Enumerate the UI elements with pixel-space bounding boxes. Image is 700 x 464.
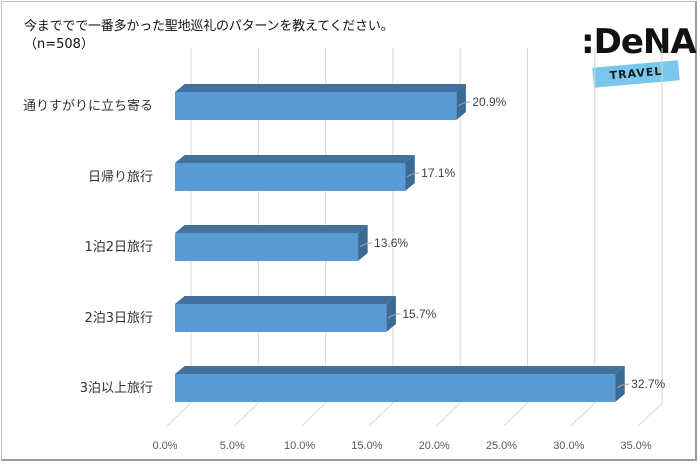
value-label: 13.6% — [374, 236, 408, 250]
category-label: 3泊以上旅行 — [80, 381, 153, 396]
x-tick-label: 25.0% — [486, 440, 517, 452]
x-tick-label: 15.0% — [351, 440, 382, 452]
value-label: 32.7% — [631, 377, 665, 391]
floor-gridline — [233, 402, 259, 427]
x-axis-ticks: 0.0% 5.0% 10.0% 15.0% 20.0% 25.0% 30.0% 35.0% — [152, 440, 651, 452]
category-label: 日帰り旅行 — [88, 169, 153, 185]
category-label: 通りすがりに立ち寄る — [23, 98, 153, 114]
bar: 13.6% — [175, 225, 408, 261]
x-tick-label: 35.0% — [620, 440, 651, 452]
floor-gridline — [435, 402, 461, 427]
floor-gridline — [570, 402, 596, 427]
value-label: 17.1% — [421, 166, 455, 180]
bar: 32.7% — [175, 366, 665, 402]
bar: 15.7% — [175, 296, 437, 332]
bar: 17.1% — [175, 155, 456, 191]
bar: 20.9% — [175, 84, 507, 120]
x-tick-label: 20.0% — [419, 440, 450, 452]
floor-gridline — [301, 402, 326, 427]
chart-title: 今まででで一番多かった聖地巡礼のパターンを教えてください。 — [24, 19, 394, 34]
value-label: 15.7% — [402, 307, 436, 321]
x-tick-label: 30.0% — [553, 440, 584, 452]
category-label: 2泊3日旅行 — [84, 311, 153, 326]
value-label: 20.9% — [472, 95, 506, 109]
category-label: 1泊2日旅行 — [84, 240, 153, 255]
floor-gridline — [503, 402, 528, 427]
x-tick-label: 5.0% — [220, 440, 245, 452]
x-tick-label: 0.0% — [152, 440, 177, 452]
logo-brand: :DeNA — [581, 22, 697, 62]
bars: 20.9% 17.1% 13.6% 15.7% 32.7% — [175, 84, 665, 402]
floor-gridline — [368, 402, 394, 427]
floor-gridline — [166, 402, 192, 427]
x-tick-label: 10.0% — [284, 440, 315, 452]
dena-travel-logo: :DeNA TRAVEL — [577, 22, 697, 97]
sample-size: （n=508） — [24, 37, 94, 52]
floor-gridline — [637, 402, 663, 427]
